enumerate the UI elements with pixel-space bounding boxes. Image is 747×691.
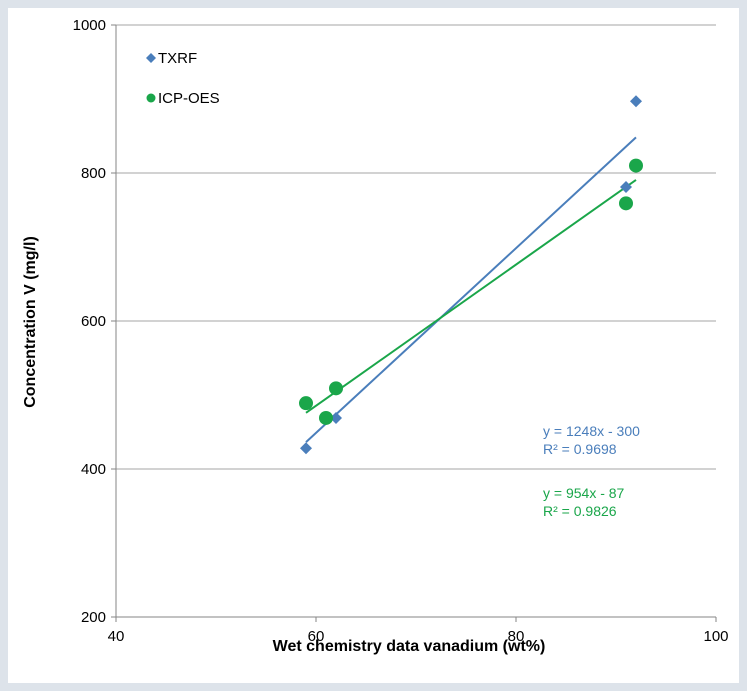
scatter-chart: 200 400 600 800 1000 40 60 80 100 Wet chemistry … xyxy=(22,17,729,655)
icp-oes-r-squared: R² = 0.9826 xyxy=(543,503,617,519)
legend: TXRF ICP-OES xyxy=(146,50,220,107)
legend-marker-shape-txrf xyxy=(146,53,156,63)
gridlines xyxy=(116,24,716,470)
chart-frame: 200 400 600 800 1000 40 60 80 100 Wet chemistry … xyxy=(8,8,739,683)
x-tick-label-60: 60 xyxy=(308,628,325,645)
legend-marker-shape-icp-oes xyxy=(146,93,156,103)
txrf-point-3 xyxy=(620,181,632,194)
x-tick-label-100: 100 xyxy=(703,628,728,645)
y-tick-label-600: 600 xyxy=(81,313,106,330)
y-tick-label-1000: 1000 xyxy=(73,17,106,34)
txrf-point-1 xyxy=(300,442,312,455)
txrf-r-squared: R² = 0.9698 xyxy=(543,441,617,457)
tick-labels: 200 400 600 800 1000 40 60 80 100 xyxy=(73,17,729,645)
trendlines xyxy=(305,136,637,443)
x-tick-label-80: 80 xyxy=(508,628,525,645)
icp-oes-point-1 xyxy=(299,396,313,411)
y-axis-title: Concentration V (mg/l) xyxy=(22,236,39,408)
txrf-equation: y = 1248x - 300 xyxy=(543,423,640,439)
icp-oes-equation: y = 954x - 87 xyxy=(543,485,625,501)
legend-label-txrf: TXRF xyxy=(158,50,197,67)
y-tick-label-400: 400 xyxy=(81,461,106,478)
txrf-point-4 xyxy=(630,95,642,108)
icp-oes-trendline xyxy=(305,179,637,414)
legend-marker-icp-oes xyxy=(146,93,156,103)
icp-oes-point-3 xyxy=(329,381,343,396)
icp-oes-point-5 xyxy=(629,158,643,173)
x-tick-label-40: 40 xyxy=(108,628,125,645)
data-points xyxy=(299,95,643,455)
axes xyxy=(111,24,717,622)
y-tick-label-200: 200 xyxy=(81,609,106,626)
txrf-point-2 xyxy=(330,411,342,424)
txrf-trendline xyxy=(305,136,637,443)
legend-label-icp-oes: ICP-OES xyxy=(158,90,220,107)
y-tick-label-800: 800 xyxy=(81,165,106,182)
x-axis-title: Wet chemistry data vanadium (wt%) xyxy=(273,638,546,655)
icp-oes-point-2 xyxy=(319,410,333,425)
legend-marker-txrf xyxy=(146,53,156,63)
icp-oes-point-4 xyxy=(619,196,633,211)
